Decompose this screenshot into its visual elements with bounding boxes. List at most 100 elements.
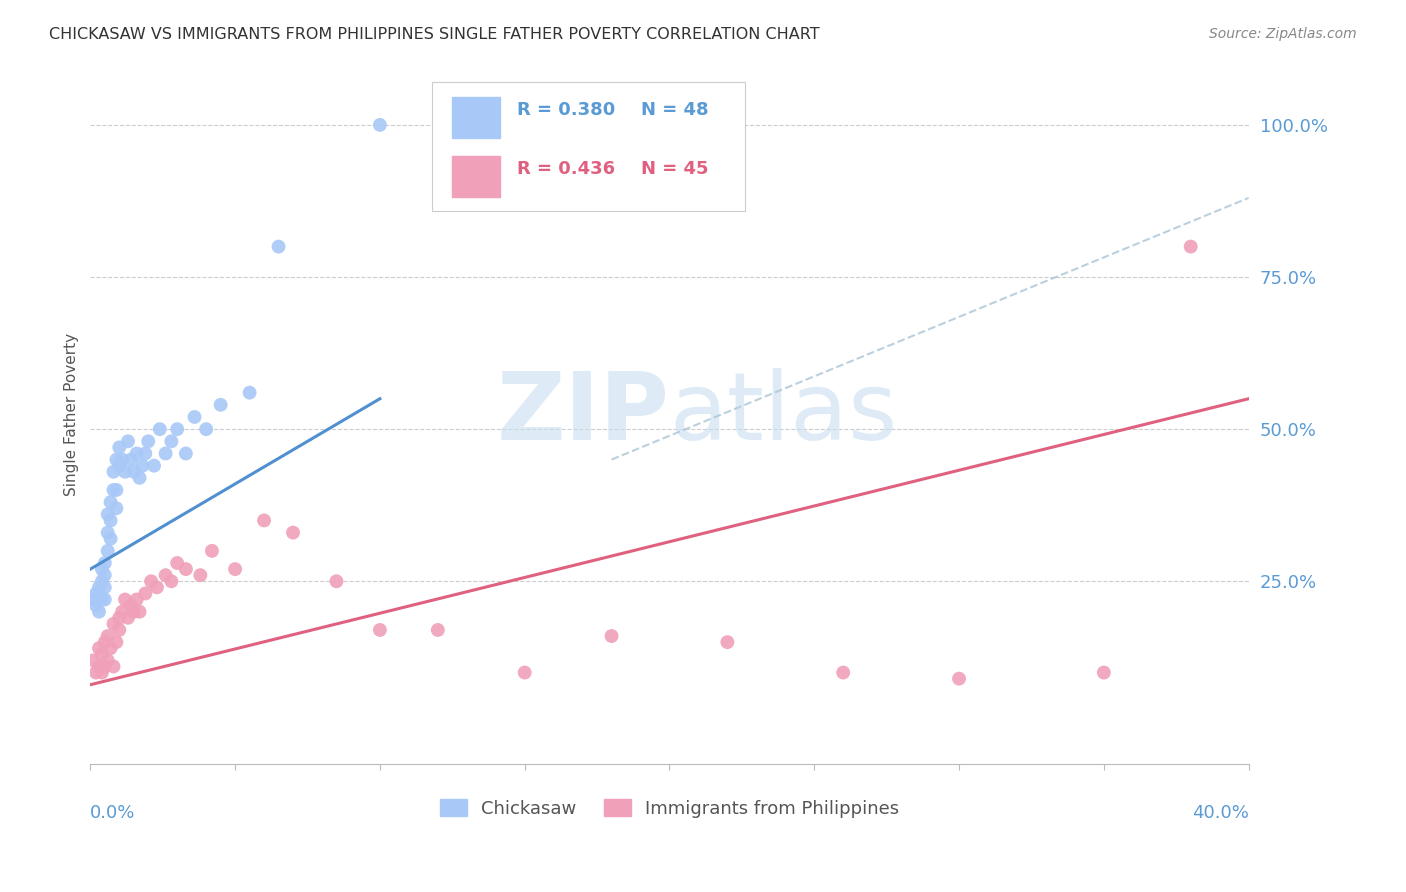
Point <box>122 465 145 479</box>
Point <box>100 641 122 656</box>
Point <box>94 635 117 649</box>
Point <box>174 446 197 460</box>
Point <box>155 446 177 460</box>
Point <box>716 635 738 649</box>
Legend: Chickasaw, Immigrants from Philippines: Chickasaw, Immigrants from Philippines <box>433 791 907 825</box>
Point <box>97 544 120 558</box>
Point <box>1180 239 1202 253</box>
FancyBboxPatch shape <box>432 81 745 211</box>
Point <box>97 508 120 522</box>
Point <box>114 592 136 607</box>
Point <box>90 648 112 662</box>
Text: 0.0%: 0.0% <box>90 804 136 822</box>
Point <box>125 592 148 607</box>
Point <box>832 665 855 680</box>
Point <box>117 611 139 625</box>
Text: N = 45: N = 45 <box>641 160 709 178</box>
Point <box>108 441 131 455</box>
Point <box>94 592 117 607</box>
Point <box>239 385 262 400</box>
Point <box>90 665 112 680</box>
Point <box>131 458 153 473</box>
Text: Source: ZipAtlas.com: Source: ZipAtlas.com <box>1209 27 1357 41</box>
Point <box>108 623 131 637</box>
Point <box>195 422 218 436</box>
Text: CHICKASAW VS IMMIGRANTS FROM PHILIPPINES SINGLE FATHER POVERTY CORRELATION CHART: CHICKASAW VS IMMIGRANTS FROM PHILIPPINES… <box>49 27 820 42</box>
Point <box>108 458 131 473</box>
Point <box>105 483 128 497</box>
Point <box>146 580 169 594</box>
Point <box>201 544 224 558</box>
Point <box>160 574 183 589</box>
Point <box>90 592 112 607</box>
Point <box>105 501 128 516</box>
Point <box>368 118 391 132</box>
Point <box>948 672 970 686</box>
Point <box>100 495 122 509</box>
Text: R = 0.436: R = 0.436 <box>516 160 614 178</box>
Bar <box>451 97 501 137</box>
Point <box>600 629 623 643</box>
Point <box>368 623 391 637</box>
Point <box>94 568 117 582</box>
Point <box>111 452 134 467</box>
Point <box>183 409 205 424</box>
Point <box>160 434 183 449</box>
Text: ZIP: ZIP <box>496 368 669 460</box>
Point <box>120 599 142 613</box>
Point <box>166 422 188 436</box>
Bar <box>451 156 501 197</box>
Point <box>90 562 112 576</box>
Point <box>166 556 188 570</box>
Text: N = 48: N = 48 <box>641 101 709 119</box>
Point <box>325 574 347 589</box>
Point <box>108 611 131 625</box>
Point <box>1092 665 1115 680</box>
Point <box>94 556 117 570</box>
Point <box>281 525 304 540</box>
Point <box>134 586 156 600</box>
Point <box>174 562 197 576</box>
Text: atlas: atlas <box>669 368 897 460</box>
Point <box>82 592 104 607</box>
Point <box>87 641 110 656</box>
Point <box>134 446 156 460</box>
Point <box>100 513 122 527</box>
Y-axis label: Single Father Poverty: Single Father Poverty <box>65 333 79 495</box>
Point <box>155 568 177 582</box>
Point <box>105 635 128 649</box>
Point <box>114 465 136 479</box>
Point <box>224 562 246 576</box>
Point <box>103 483 125 497</box>
Point <box>128 605 150 619</box>
Point <box>209 398 232 412</box>
Point <box>122 605 145 619</box>
Point <box>87 659 110 673</box>
Point <box>426 623 449 637</box>
Point <box>190 568 212 582</box>
Point <box>149 422 172 436</box>
Point <box>100 532 122 546</box>
Point <box>87 592 110 607</box>
Point <box>136 434 159 449</box>
Point <box>128 471 150 485</box>
Point <box>143 458 166 473</box>
Point <box>139 574 162 589</box>
Point <box>253 513 276 527</box>
Point <box>103 465 125 479</box>
Point <box>120 452 142 467</box>
Point <box>94 580 117 594</box>
Point <box>97 653 120 667</box>
Point <box>103 659 125 673</box>
Point <box>117 434 139 449</box>
Point <box>111 605 134 619</box>
Point <box>82 653 104 667</box>
Point <box>97 629 120 643</box>
Point <box>84 599 107 613</box>
Point <box>94 659 117 673</box>
Point <box>87 605 110 619</box>
Point <box>103 616 125 631</box>
Point <box>267 239 290 253</box>
Point <box>513 665 536 680</box>
Point <box>84 586 107 600</box>
